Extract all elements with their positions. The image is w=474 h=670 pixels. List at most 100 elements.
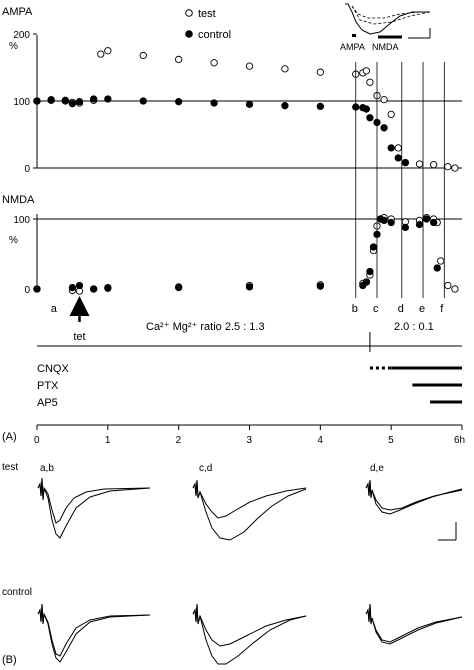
ampa-point-control: [281, 102, 289, 110]
tet-marker: tet: [69, 296, 90, 343]
nmda-point-control: [68, 283, 77, 292]
tet-label: tet: [73, 331, 85, 343]
row-label-test: test: [2, 462, 18, 473]
inset-trace: AMPA NMDA: [340, 3, 431, 52]
nmda-point-control: [75, 281, 84, 290]
nmda-point-control: [245, 283, 254, 291]
time-tick-label: 5: [388, 435, 394, 446]
time-tick-label: 1: [105, 435, 111, 446]
scale-bar: [438, 522, 457, 541]
panel-b-label: (B): [2, 654, 17, 666]
ratio-before: Ca²⁺ Mg²⁺ ratio 2.5 : 1.3: [146, 321, 265, 333]
ampa-point-test: [175, 55, 183, 64]
ampa-point-control: [139, 97, 147, 105]
ampa-point-test: [210, 59, 218, 67]
ampa-point-control: [104, 95, 112, 103]
ampa-point-test: [316, 68, 324, 76]
ampa-point-control: [245, 100, 254, 109]
drug-ptx-label: PTX: [37, 380, 59, 392]
ampa-point-control: [394, 154, 402, 162]
ampa-ylabel: %: [9, 41, 18, 52]
ampa-point-test: [394, 144, 402, 152]
nmda-point-control: [422, 215, 431, 223]
ampa-title: AMPA: [2, 6, 33, 18]
ampa-point-control: [175, 98, 183, 106]
trace-label-cd: c,d: [199, 463, 212, 474]
ampa-ytick-label: 200: [13, 30, 30, 41]
legend: test control: [185, 8, 231, 41]
ampa-point-control: [90, 95, 98, 103]
ampa-point-control: [362, 105, 371, 113]
inset-ampa-label: AMPA: [340, 42, 365, 52]
ampa-point-test: [362, 67, 371, 75]
time-point-b: b: [352, 303, 358, 315]
ampa-point-test: [380, 96, 388, 104]
nmda-point-control: [380, 216, 388, 225]
trace-control-de: [365, 603, 463, 645]
time-axis: (A) 0 1 2 3 4 5 6h: [2, 424, 465, 446]
ampa-point-control: [47, 96, 55, 104]
row-label-control: control: [2, 587, 32, 598]
nmda-ylabel: %: [9, 235, 18, 246]
ampa-point-test: [139, 51, 147, 60]
trace-control-cd: [192, 603, 307, 665]
ampa-ytick-label: 0: [24, 164, 30, 175]
ampa-panel: AMPA % 0 100 200: [2, 6, 462, 175]
legend-control-label: control: [198, 29, 231, 41]
time-point-f: f: [440, 303, 444, 315]
trace-test-de: [365, 479, 463, 515]
time-tick-label: 3: [247, 435, 253, 446]
trace-test-cd: [192, 479, 307, 541]
legend-test-label: test: [198, 8, 216, 20]
ampa-point-control: [68, 100, 77, 108]
nmda-points: [33, 213, 459, 295]
ampa-point-control: [401, 158, 409, 167]
trace-control-ab: [37, 603, 151, 663]
time-point-c: c: [373, 303, 379, 315]
ampa-point-test: [430, 160, 438, 169]
time-point-letters: a b c d e f: [51, 303, 445, 315]
nmda-point-control: [366, 267, 374, 276]
nmda-point-control: [369, 243, 378, 251]
nmda-point-test: [437, 257, 445, 265]
inset-nmda-label: NMDA: [372, 42, 399, 52]
time-tick-label: 0: [34, 435, 40, 446]
ampa-point-control: [75, 98, 84, 106]
ampa-points: [33, 47, 459, 172]
nmda-point-control: [33, 285, 41, 293]
time-tick-label: 2: [176, 435, 182, 446]
nmda-panel: NMDA % 0 100: [2, 194, 462, 296]
ampa-point-control: [380, 124, 388, 132]
nmda-point-control: [430, 218, 438, 227]
ampa-point-control: [33, 97, 41, 105]
time-point-d: d: [398, 303, 404, 315]
nmda-point-control: [433, 264, 441, 272]
nmda-point-control: [104, 284, 112, 292]
nmda-ytick-label: 0: [24, 285, 30, 296]
ampa-point-test: [97, 50, 105, 58]
nmda-point-control: [316, 282, 324, 290]
panel-a-label: (A): [2, 431, 17, 443]
time-tick-label: 6h: [454, 435, 465, 446]
nmda-point-control: [362, 278, 371, 286]
ampa-point-control: [387, 144, 395, 152]
time-point-lines: [355, 62, 445, 298]
panel-b: test control (B) a,b c,d d,e: [2, 462, 463, 666]
ampa-point-control: [210, 99, 218, 107]
ampa-point-test: [387, 110, 395, 119]
ampa-point-control: [61, 96, 69, 104]
ampa-point-control: [316, 102, 324, 111]
time-ticks: 0 1 2 3 4 5 6h: [34, 425, 465, 446]
trace-label-ab: a,b: [40, 463, 54, 474]
nmda-title: NMDA: [2, 194, 35, 206]
nmda-point-control: [401, 223, 409, 232]
time-point-a: a: [51, 303, 58, 315]
trace-label-de: d,e: [370, 463, 384, 474]
ampa-point-test: [281, 65, 289, 73]
time-point-e: e: [419, 303, 425, 315]
nmda-y-ticks: 0 100: [13, 215, 37, 296]
ratio-annotation: Ca²⁺ Mg²⁺ ratio 2.5 : 1.3 2.0 : 0.1: [37, 321, 462, 352]
legend-test-marker: [185, 9, 193, 17]
nmda-point-control: [90, 285, 98, 293]
drug-cnqx-label: CNQX: [37, 363, 69, 375]
